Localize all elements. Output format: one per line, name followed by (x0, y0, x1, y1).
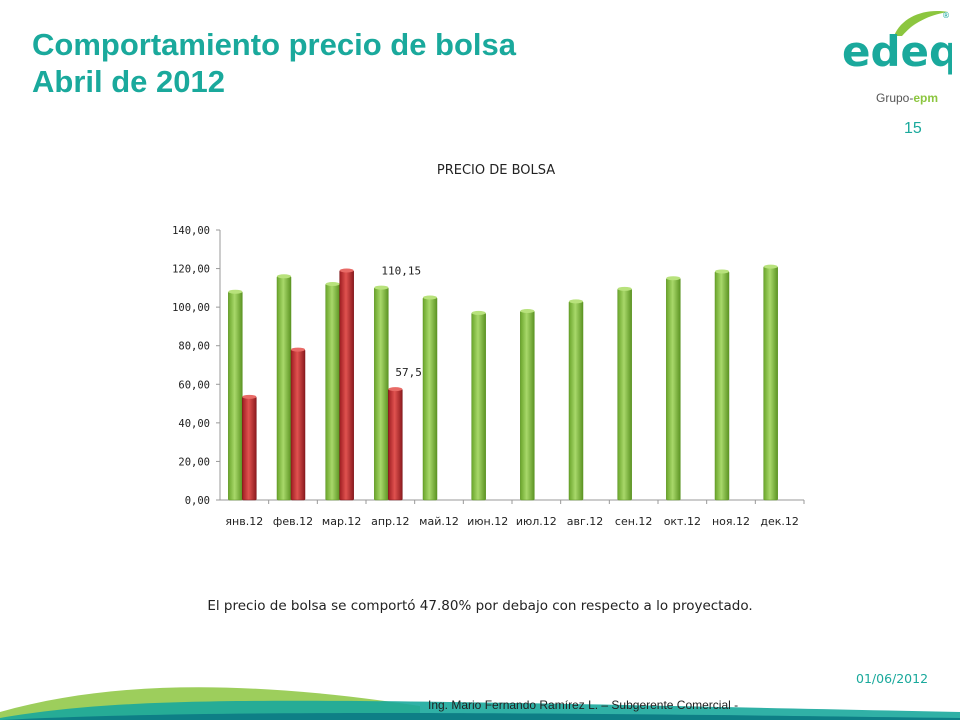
y-tick-label: 120,00 (172, 264, 210, 276)
x-tick-label: май.12 (419, 515, 459, 528)
bar-series-0-4 (422, 297, 438, 501)
bar-cap (617, 286, 632, 291)
bar-series-0-5 (471, 312, 486, 501)
bar-series-0-9 (666, 277, 681, 501)
bar-series-0-6 (520, 310, 535, 501)
bar-cap (242, 394, 257, 399)
y-tick-label: 60,00 (178, 379, 210, 391)
x-tick-label: окт.12 (664, 515, 701, 528)
slide-date: 01/06/2012 (856, 671, 929, 686)
bar-series-0-10 (714, 271, 730, 501)
bar-cap (291, 347, 305, 352)
bar-series-0-7 (568, 301, 584, 501)
bar-series-0-0 (228, 291, 243, 501)
bar-series-1-0 (242, 396, 257, 501)
logo-group-brand: epm (913, 91, 938, 105)
slide-title-line1: Comportamiento precio de bolsa (32, 27, 517, 62)
bar-series-1-1 (290, 349, 306, 501)
data-label: 57,5 (395, 366, 422, 379)
bar-series-1-2 (339, 270, 354, 501)
x-tick-label: мар.12 (322, 515, 362, 528)
logo-brand: edeq (842, 27, 952, 76)
x-tick-label: янв.12 (225, 515, 263, 528)
bar-series-0-2 (325, 283, 340, 501)
edeq-logo: edeq ® Grupo-epm (842, 11, 952, 105)
bar-series-0-1 (276, 276, 292, 501)
leaf-icon (894, 11, 948, 36)
bar-cap (471, 310, 486, 315)
x-tick-label: апр.12 (371, 515, 409, 528)
slide-title-line2: Abril de 2012 (32, 64, 225, 99)
bar-cap (325, 282, 340, 286)
bar-cap (339, 268, 354, 273)
bar-cap (520, 309, 535, 313)
bar-series-0-8 (617, 288, 632, 501)
precio-bolsa-chart: PRECIO DE BOLSA 0,00 20,00 40,00 60,00 80,00… (172, 163, 805, 528)
bar-cap (569, 299, 583, 304)
leaf-accent-icon (906, 17, 944, 34)
bar-cap (423, 295, 437, 300)
bar-cap (666, 276, 681, 281)
x-tick-label: сен.12 (615, 515, 653, 528)
x-tick-label: июн.12 (467, 515, 508, 528)
x-tick-label: ноя.12 (712, 515, 750, 528)
chart-bars (228, 264, 778, 501)
logo-group-prefix: Grupo- (876, 91, 913, 105)
footer-author: Ing. Mario Fernando Ramírez L. – Subgere… (428, 698, 739, 712)
bar-cap (228, 289, 243, 294)
summary-caption: El precio de bolsa se comportó 47.80% po… (207, 598, 753, 614)
y-tick-label: 100,00 (172, 302, 210, 314)
page-number: 15 (904, 120, 922, 137)
bar-series-0-3 (374, 287, 389, 501)
x-tick-label: июл.12 (516, 515, 557, 528)
x-tick-label: авг.12 (567, 515, 604, 528)
bar-series-0-11 (763, 266, 778, 501)
logo-group: Grupo-epm (876, 91, 938, 105)
chart-labels: 110,15 57,5 (381, 265, 422, 380)
bar-cap (374, 285, 389, 290)
x-tick-label: фев.12 (273, 515, 313, 528)
bar-cap (277, 274, 291, 279)
chart-title: PRECIO DE BOLSA (437, 163, 555, 178)
footer-swoosh (0, 687, 960, 720)
y-tick-label: 140,00 (172, 225, 210, 237)
x-tick-label: дек.12 (760, 515, 799, 528)
chart-axes: 0,00 20,00 40,00 60,00 80,00 100,00 120,00 140,… (172, 225, 805, 528)
bar-cap (388, 387, 403, 392)
y-tick-label: 80,00 (178, 341, 210, 353)
data-label: 110,15 (381, 265, 421, 278)
y-tick-label: 0,00 (185, 495, 210, 507)
y-tick-label: 20,00 (178, 456, 210, 468)
logo-registered: ® (942, 11, 950, 20)
y-tick-label: 40,00 (178, 418, 210, 430)
bar-cap (763, 264, 778, 269)
bar-cap (715, 269, 729, 274)
slide-title: Comportamiento precio de bolsa Abril de … (32, 26, 516, 100)
bar-series-1-3 (388, 388, 403, 501)
